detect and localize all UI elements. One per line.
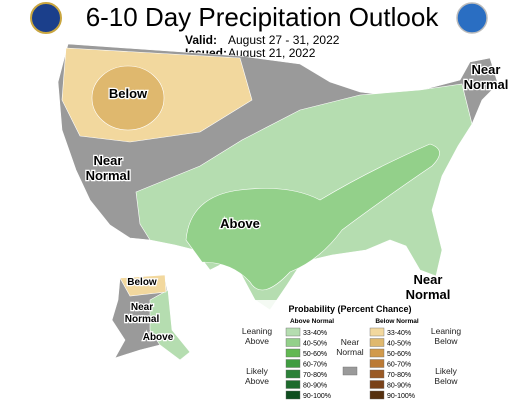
legend-item-label: 60-70% bbox=[303, 362, 327, 369]
legend-swatch bbox=[285, 327, 301, 337]
legend-title: Probability (Percent Chance) bbox=[288, 304, 411, 314]
doc-logo bbox=[30, 2, 62, 34]
map-label-line: Near bbox=[94, 153, 123, 168]
legend-group-line: Likely bbox=[246, 366, 268, 376]
legend-group-label: Likely Below bbox=[434, 366, 458, 386]
legend-group-label: Leaning Below bbox=[431, 326, 462, 346]
legend-swatch bbox=[285, 380, 301, 389]
legend-bg bbox=[238, 300, 472, 402]
legend-group-line: Normal bbox=[336, 347, 364, 357]
legend-group-line: Leaning bbox=[431, 326, 462, 336]
title: 6-10 Day Precipitation Outlook bbox=[86, 2, 440, 32]
legend-swatch bbox=[285, 369, 301, 379]
map-label: Near Normal bbox=[86, 153, 131, 183]
conus-map bbox=[57, 43, 499, 311]
legend-item-label: 40-50% bbox=[303, 341, 327, 348]
legend-swatch bbox=[369, 380, 385, 389]
legend-item-label: 50-60% bbox=[387, 351, 411, 358]
legend-item-label: 40-50% bbox=[387, 341, 411, 348]
map-label-line: Normal bbox=[125, 314, 160, 325]
map-label: Near Normal bbox=[125, 302, 160, 325]
legend-group-line: Likely bbox=[435, 366, 457, 376]
legend-group-line: Near bbox=[341, 337, 360, 347]
legend-swatch bbox=[285, 348, 301, 358]
legend-item-label: 50-60% bbox=[303, 351, 327, 358]
legend-group-label: Near Normal bbox=[336, 337, 364, 357]
legend-heading: Above Normal bbox=[290, 318, 334, 325]
legend-group-label: Likely Above bbox=[245, 366, 269, 386]
legend-heading: Below Normal bbox=[375, 318, 419, 325]
alaska-map bbox=[111, 274, 191, 361]
legend-item-label: 70-80% bbox=[303, 372, 327, 379]
legend-item-label: 70-80% bbox=[387, 372, 411, 379]
map-label-line: Normal bbox=[406, 287, 451, 302]
legend-item-label: 80-90% bbox=[303, 383, 327, 390]
legend-swatch bbox=[369, 327, 385, 337]
issued-date: August 21, 2022 bbox=[228, 46, 316, 60]
legend-swatch bbox=[369, 390, 385, 400]
below-area bbox=[91, 65, 165, 131]
legend-group-line: Below bbox=[434, 336, 458, 346]
legend-swatch bbox=[369, 359, 385, 368]
legend-item-label: 90-100% bbox=[303, 393, 331, 400]
legend-swatch bbox=[369, 338, 385, 347]
legend-item-label: 33-40% bbox=[303, 330, 327, 337]
legend-swatch bbox=[285, 359, 301, 368]
legend-group-label: Leaning Above bbox=[242, 326, 273, 346]
legend-item-label: 60-70% bbox=[387, 362, 411, 369]
legend: Probability (Percent Chance) Above Norma… bbox=[238, 300, 472, 402]
noaa-logo bbox=[456, 2, 488, 34]
legend-item-label: 90-100% bbox=[387, 393, 415, 400]
legend-swatch bbox=[285, 390, 301, 400]
map-label-line: Near bbox=[472, 62, 501, 77]
legend-swatch bbox=[369, 348, 385, 358]
above-area bbox=[185, 143, 440, 291]
legend-group-line: Above bbox=[245, 376, 269, 386]
legend-group-line: Above bbox=[245, 336, 269, 346]
map-label: Above bbox=[220, 216, 260, 231]
map-label: Above bbox=[143, 332, 174, 343]
map-label: Below bbox=[109, 86, 148, 101]
valid-dates: August 27 - 31, 2022 bbox=[228, 33, 340, 47]
legend-swatch bbox=[369, 369, 385, 379]
map-label-line: Near bbox=[414, 272, 443, 287]
map-label: Near Normal bbox=[406, 272, 451, 302]
legend-swatch bbox=[285, 338, 301, 347]
map-label: Below bbox=[127, 277, 157, 288]
alaska-above bbox=[149, 289, 191, 361]
alaska-below bbox=[119, 274, 167, 297]
legend-group-line: Below bbox=[434, 376, 458, 386]
legend-group-line: Leaning bbox=[242, 326, 273, 336]
map-label-line: Near bbox=[131, 302, 153, 313]
map-label-line: Normal bbox=[86, 168, 131, 183]
legend-swatch bbox=[342, 366, 358, 376]
legend-item-label: 80-90% bbox=[387, 383, 411, 390]
map-label-line: Normal bbox=[464, 77, 509, 92]
legend-item-label: 33-40% bbox=[387, 330, 411, 337]
valid-label: Valid: bbox=[185, 33, 217, 47]
map-label: Near Normal bbox=[464, 62, 509, 92]
